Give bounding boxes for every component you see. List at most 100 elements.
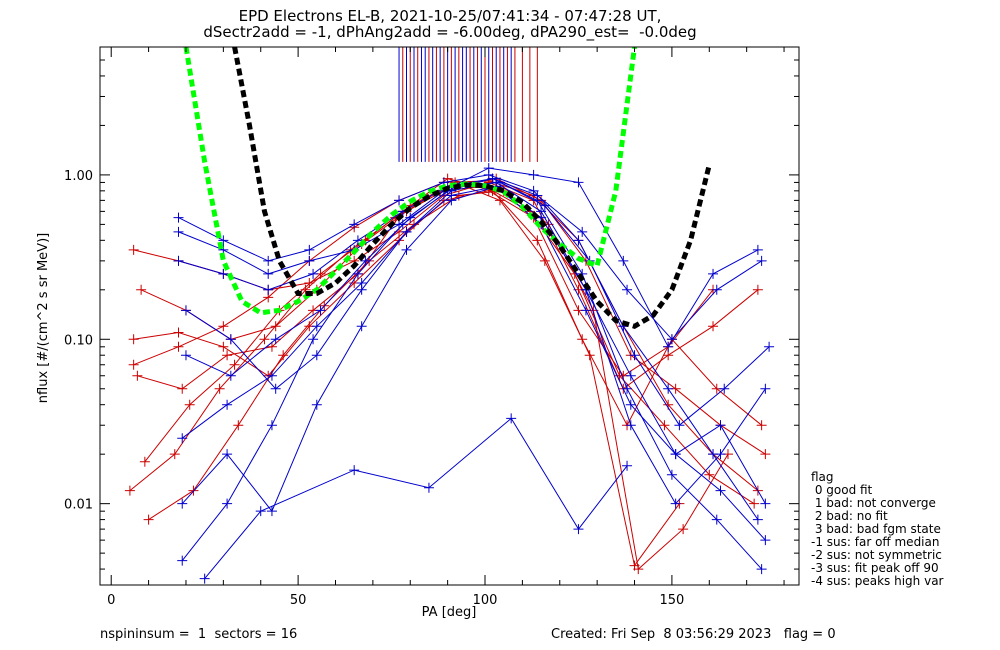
data-point-blue [446, 190, 457, 201]
series-line-blue [185, 181, 766, 505]
x-tick-label: 50 [290, 593, 307, 608]
data-point-blue [487, 173, 498, 184]
legend-item: 0 good fit [811, 483, 873, 497]
data-point-blue [715, 449, 726, 460]
data-point-red [218, 321, 229, 332]
legend-item: 1 bad: not converge [811, 496, 936, 510]
data-point-blue [674, 420, 685, 431]
data-point-blue [580, 305, 591, 316]
data-point-blue [356, 277, 367, 288]
data-point-blue [177, 555, 188, 566]
y-tick-label: 1.00 [64, 169, 93, 184]
data-point-blue [573, 177, 584, 188]
data-point-blue [573, 235, 584, 246]
data-point-blue [423, 482, 434, 493]
data-point-red [756, 420, 767, 431]
data-point-red [760, 449, 771, 460]
data-point-red [214, 383, 225, 394]
data-point-blue [315, 305, 326, 316]
data-point-red [218, 341, 229, 352]
legend-item: 3 bad: bad fgm state [811, 522, 941, 536]
data-point-blue [670, 449, 681, 460]
footer-settings: nspininsum = 1 sectors = 16 [100, 627, 298, 642]
series-line-red [133, 180, 759, 491]
data-point-blue [629, 350, 640, 361]
data-point-blue [756, 564, 767, 575]
legend-item: -4 sus: peaks high var [811, 574, 944, 588]
data-point-blue [222, 498, 233, 509]
data-point-blue [360, 255, 371, 266]
data-point-blue [352, 268, 363, 279]
data-point-blue [222, 449, 233, 460]
data-point-blue [356, 321, 367, 332]
data-point-red [304, 277, 315, 288]
data-point-blue [266, 370, 277, 381]
data-point-red [124, 485, 135, 496]
data-point-blue [177, 498, 188, 509]
data-point-red [143, 514, 154, 525]
data-point-blue [622, 284, 633, 295]
data-point-blue [539, 200, 550, 211]
plot-frame [99, 46, 800, 586]
data-point-red [663, 350, 674, 361]
data-point-blue [270, 383, 281, 394]
data-point-red [539, 255, 550, 266]
data-point-blue [180, 305, 191, 316]
data-point-blue [663, 383, 674, 394]
data-point-blue [263, 284, 274, 295]
data-point-blue [304, 255, 315, 266]
data-point-red [532, 235, 543, 246]
data-point-red [629, 560, 640, 571]
x-tick-label: 100 [473, 593, 498, 608]
data-point-blue [177, 433, 188, 444]
data-point-blue [308, 334, 319, 345]
fit-curve-black [232, 47, 712, 330]
data-point-red [173, 341, 184, 352]
data-point-red [132, 370, 143, 381]
data-point-blue [263, 268, 274, 279]
data-point-red [704, 469, 715, 480]
legend-item: -3 sus: fit peak off 90 [811, 561, 939, 575]
data-point-blue [618, 255, 629, 266]
axes-group: 0 50 100 150 0.01 0.10 1.00 [64, 46, 799, 608]
data-point-blue [225, 370, 236, 381]
series-line-red [148, 190, 729, 571]
data-point-blue [625, 370, 636, 381]
data-point-blue [225, 334, 236, 345]
data-point-blue [266, 420, 277, 431]
data-point-blue [625, 399, 636, 410]
data-point-blue [199, 573, 210, 584]
data-point-blue [528, 169, 539, 180]
data-point-blue [311, 399, 322, 410]
y-tick-label: 0.10 [64, 333, 93, 348]
chart-title-line1: EPD Electrons EL-B, 2021-10-25/07:41:34 … [238, 7, 662, 25]
vertical-marker-group [398, 47, 538, 162]
data-point-red [584, 350, 595, 361]
data-point-red [708, 321, 719, 332]
data-point-blue [349, 465, 360, 476]
footer-created: Created: Fri Sep 8 03:56:29 2023 flag = … [551, 627, 836, 642]
data-point-blue [270, 334, 281, 345]
series-line-blue [204, 417, 628, 579]
data-point-red [259, 334, 270, 345]
data-point-blue [266, 506, 277, 517]
data-point-blue [308, 268, 319, 279]
x-tick-label: 150 [659, 593, 684, 608]
legend-item: 2 bad: no fit [811, 509, 888, 523]
series-line-blue [178, 178, 762, 341]
series-line-blue [181, 185, 766, 513]
data-point-red [229, 359, 240, 370]
data-point-blue [756, 255, 767, 266]
series-line-blue [181, 185, 766, 541]
legend-title: flag [811, 470, 834, 484]
data-point-blue [715, 485, 726, 496]
series-line-blue [178, 167, 759, 348]
legend-item: -1 sus: far off median [811, 535, 940, 549]
data-point-red [678, 524, 689, 535]
data-point-blue [173, 255, 184, 266]
data-point-blue [719, 383, 730, 394]
data-point-red [177, 383, 188, 394]
data-point-red [184, 399, 195, 410]
data-point-red [752, 284, 763, 295]
